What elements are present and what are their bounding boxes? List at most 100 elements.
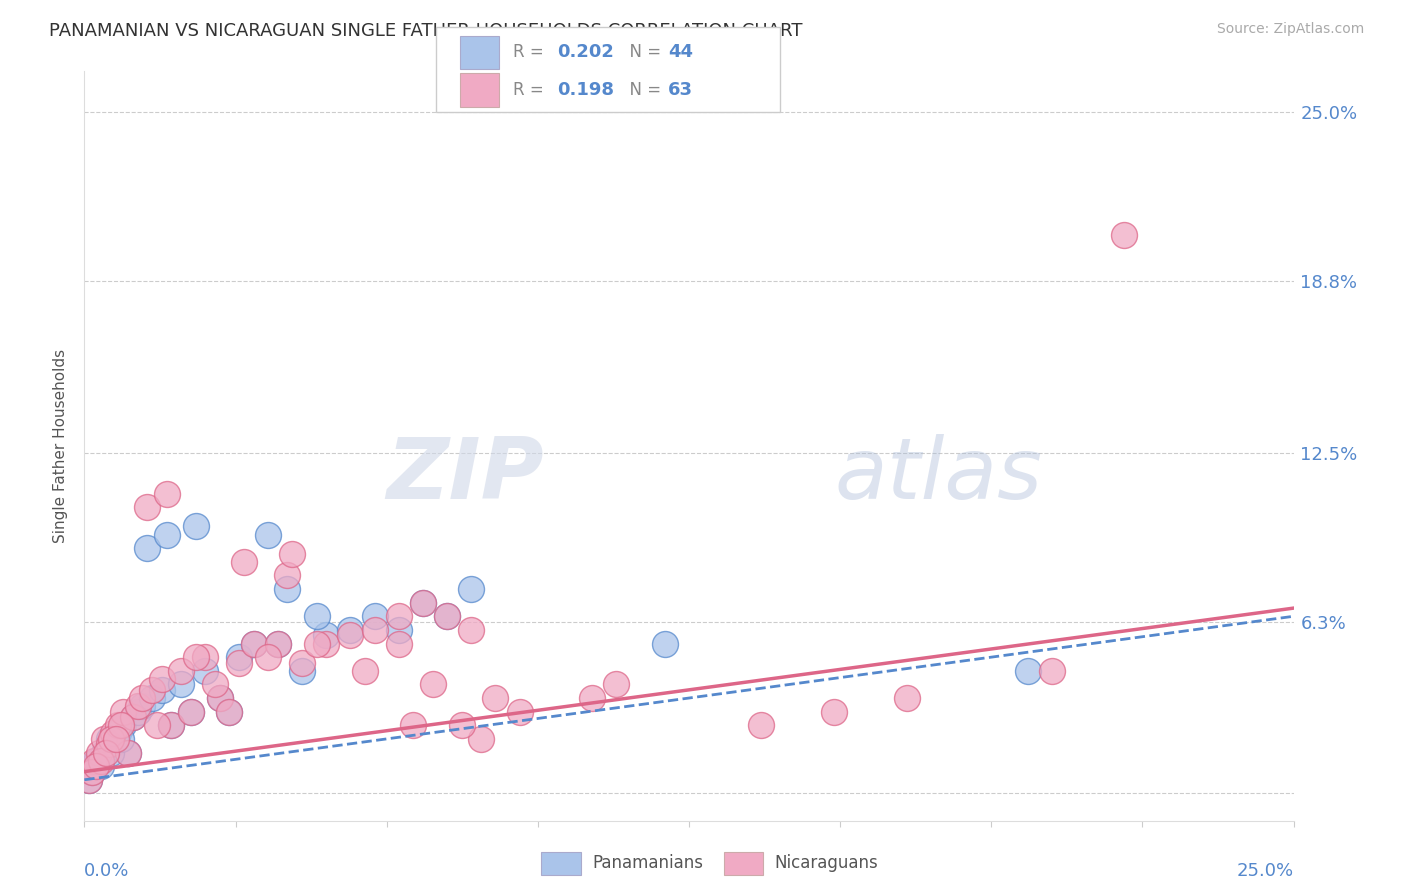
Point: [93, 746, 115, 760]
Point: [86, 754, 108, 768]
Point: [136, 500, 159, 515]
Point: [228, 656, 250, 670]
Point: [228, 650, 250, 665]
Text: 0.202: 0.202: [557, 44, 613, 62]
Point: [104, 731, 127, 746]
Point: [184, 519, 207, 533]
Point: [83, 759, 105, 773]
Point: [94, 746, 117, 760]
Point: [127, 699, 149, 714]
Point: [208, 691, 231, 706]
Text: 0.0%: 0.0%: [84, 863, 129, 880]
Point: [823, 705, 845, 719]
Point: [86, 759, 108, 773]
Point: [1114, 227, 1136, 242]
Point: [484, 691, 506, 706]
Point: [107, 718, 129, 732]
Point: [146, 718, 169, 732]
Point: [460, 623, 482, 637]
Point: [896, 691, 918, 706]
Text: R =: R =: [513, 44, 554, 62]
Point: [204, 677, 226, 691]
Point: [218, 705, 240, 719]
Text: 44: 44: [668, 44, 693, 62]
Point: [110, 731, 132, 746]
Point: [509, 705, 531, 719]
Point: [450, 718, 472, 732]
Point: [80, 764, 103, 779]
Point: [110, 718, 132, 732]
Point: [103, 737, 125, 751]
Text: Panamanians: Panamanians: [592, 855, 703, 872]
Y-axis label: Single Father Households: Single Father Households: [53, 349, 69, 543]
Text: Source: ZipAtlas.com: Source: ZipAtlas.com: [1216, 22, 1364, 37]
Point: [363, 623, 385, 637]
Point: [422, 677, 444, 691]
Text: 0.198: 0.198: [557, 81, 614, 99]
Point: [194, 664, 217, 678]
Text: PANAMANIAN VS NICARAGUAN SINGLE FATHER HOUSEHOLDS CORRELATION CHART: PANAMANIAN VS NICARAGUAN SINGLE FATHER H…: [49, 22, 803, 40]
Point: [305, 609, 328, 624]
Point: [1040, 664, 1063, 678]
Point: [160, 718, 183, 732]
Point: [242, 636, 264, 650]
Point: [160, 718, 183, 732]
Text: N =: N =: [619, 44, 666, 62]
Point: [180, 705, 202, 719]
Point: [267, 636, 290, 650]
Point: [141, 691, 163, 706]
Point: [276, 582, 298, 596]
Point: [77, 772, 100, 787]
Point: [291, 656, 314, 670]
Point: [581, 691, 603, 706]
Text: Nicaraguans: Nicaraguans: [775, 855, 879, 872]
Point: [470, 731, 492, 746]
Point: [402, 718, 425, 732]
Point: [460, 582, 482, 596]
Point: [112, 718, 135, 732]
Point: [170, 677, 193, 691]
Text: N =: N =: [619, 81, 666, 99]
Point: [117, 746, 139, 760]
Point: [194, 650, 217, 665]
Point: [412, 596, 434, 610]
Point: [83, 754, 105, 768]
Point: [1017, 664, 1039, 678]
Point: [97, 731, 120, 746]
Point: [354, 664, 377, 678]
Point: [184, 650, 207, 665]
Point: [150, 682, 173, 697]
Point: [751, 718, 773, 732]
Point: [436, 609, 458, 624]
Point: [242, 636, 264, 650]
Text: atlas: atlas: [834, 434, 1042, 517]
Point: [121, 710, 143, 724]
Point: [170, 664, 193, 678]
Point: [180, 705, 202, 719]
Point: [131, 691, 153, 706]
Point: [100, 731, 122, 746]
Point: [87, 754, 110, 768]
Point: [412, 596, 434, 610]
Point: [388, 623, 411, 637]
Point: [97, 737, 120, 751]
Point: [117, 746, 139, 760]
Point: [267, 636, 290, 650]
Point: [605, 677, 627, 691]
Point: [257, 527, 280, 541]
Point: [208, 691, 231, 706]
Point: [388, 636, 411, 650]
Text: R =: R =: [513, 81, 554, 99]
Point: [112, 705, 135, 719]
Point: [141, 682, 163, 697]
Point: [233, 555, 256, 569]
Point: [107, 726, 129, 740]
Point: [339, 628, 361, 642]
Point: [90, 759, 112, 773]
Point: [291, 664, 314, 678]
Point: [305, 636, 328, 650]
Point: [121, 710, 143, 724]
Point: [103, 726, 125, 740]
Text: 63: 63: [668, 81, 693, 99]
Point: [80, 764, 103, 779]
